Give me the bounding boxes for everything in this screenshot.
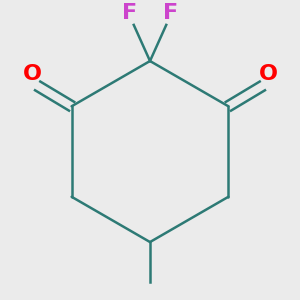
Text: O: O [259, 64, 278, 85]
Text: O: O [22, 64, 41, 85]
Text: F: F [163, 3, 178, 23]
Text: F: F [122, 3, 137, 23]
